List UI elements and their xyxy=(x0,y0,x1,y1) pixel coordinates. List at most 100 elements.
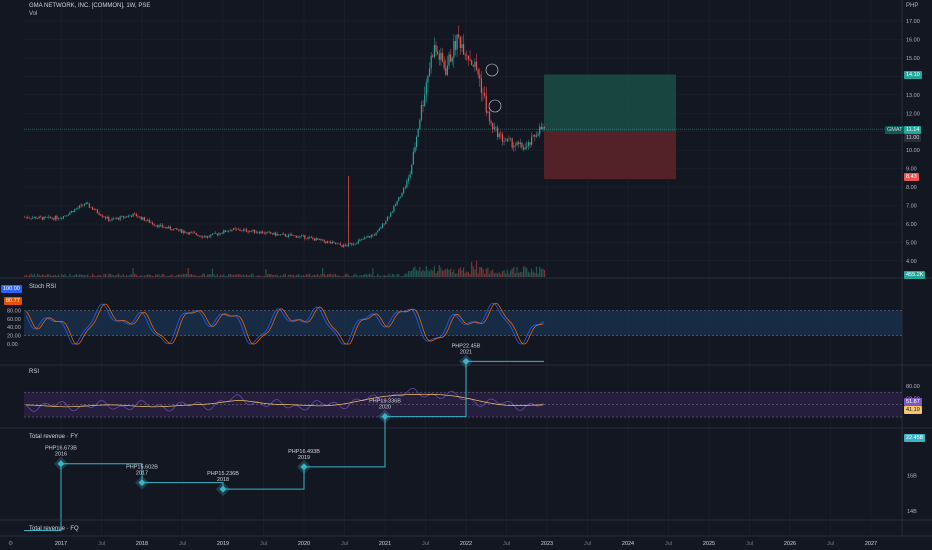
volume-bar xyxy=(297,273,299,277)
volume-bar xyxy=(169,275,171,277)
candle-body xyxy=(158,225,160,227)
candle-body xyxy=(322,239,324,241)
time-tick-label: 2023 xyxy=(541,541,553,547)
revenue-year-label: 2020 xyxy=(379,405,391,411)
candle-body xyxy=(98,212,100,215)
candle-body xyxy=(260,231,262,234)
volume-bar xyxy=(46,274,48,277)
volume-bar xyxy=(166,275,168,277)
volume-bar xyxy=(213,274,215,277)
volume-bar xyxy=(430,269,432,277)
candle-body xyxy=(189,232,191,235)
candle-body xyxy=(202,236,204,238)
candle-body xyxy=(514,145,517,146)
volume-bar xyxy=(534,272,536,277)
volume-bar xyxy=(281,276,283,277)
volume-bar xyxy=(74,274,76,277)
candle-body xyxy=(67,214,69,216)
candle-body xyxy=(386,217,389,221)
candle-body xyxy=(111,218,113,221)
candle-body xyxy=(309,237,311,238)
revenue-fy-label[interactable]: Total revenue · FY xyxy=(29,434,79,440)
revenue-marker xyxy=(300,463,308,471)
volume-bar xyxy=(93,275,95,277)
price-tick-label: 8.00 xyxy=(906,185,917,191)
volume-bar xyxy=(273,274,275,277)
time-tick-label: 2024 xyxy=(622,541,634,547)
revenue-fq-label[interactable]: Total revenue · FQ xyxy=(29,526,79,532)
candle-body xyxy=(524,147,526,150)
volume-bar xyxy=(189,274,191,277)
volume-bar xyxy=(176,275,178,277)
candle-body xyxy=(294,235,296,237)
volume-bar xyxy=(370,274,372,277)
candle-body xyxy=(488,111,491,122)
candle-body xyxy=(57,218,60,220)
volume-bar xyxy=(466,271,468,277)
candle-body xyxy=(534,135,536,137)
candle-body xyxy=(464,54,466,56)
price-tick-label: 4.00 xyxy=(906,259,917,265)
candle-body xyxy=(409,174,411,178)
volume-bar xyxy=(320,274,322,277)
candle-body xyxy=(475,61,478,70)
volume-bar xyxy=(82,274,84,277)
price-tick-label: 15.00 xyxy=(906,56,920,62)
time-tick-label: 2022 xyxy=(460,541,472,547)
candle-body xyxy=(312,237,314,239)
candle-body xyxy=(275,232,277,236)
volume-bar xyxy=(388,273,390,277)
time-tick-label: Jul xyxy=(179,541,186,547)
candle-body xyxy=(262,231,264,234)
candle-body xyxy=(291,234,293,236)
candle-body xyxy=(36,218,39,219)
candle-body xyxy=(331,241,333,244)
volume-bar xyxy=(210,274,212,277)
candle-body xyxy=(343,244,345,247)
symbol-title[interactable]: GMA NETWORK, INC. [COMMON], 1W, PSE xyxy=(29,3,151,9)
avg-price-badge: 11.00 xyxy=(904,134,922,142)
volume-bar xyxy=(373,276,376,277)
candle-body xyxy=(104,217,107,219)
volume-bar xyxy=(453,269,455,277)
volume-bar xyxy=(145,275,147,277)
volume-bar xyxy=(41,274,43,277)
volume-bar xyxy=(488,273,491,277)
volume-bar xyxy=(207,274,209,277)
volume-bar xyxy=(396,273,398,277)
volume-bar xyxy=(260,275,262,277)
volume-bar xyxy=(96,275,99,277)
volume-bar xyxy=(234,274,236,277)
candle-body xyxy=(456,34,458,50)
volume-bar xyxy=(172,275,175,277)
candle-body xyxy=(396,200,398,205)
candle-body xyxy=(127,215,129,218)
candle-body xyxy=(210,234,212,237)
stoch-k-badge: 100.00 xyxy=(1,285,22,293)
volume-bar xyxy=(474,269,476,277)
candle-body xyxy=(349,243,351,244)
volume-bar xyxy=(27,276,29,277)
stoch-rsi-label[interactable]: Stoch RSI xyxy=(29,284,57,290)
stoch-d-line xyxy=(25,302,544,345)
volume-bar xyxy=(164,276,167,277)
candle-body xyxy=(347,243,350,247)
volume-bar xyxy=(339,276,342,277)
volume-bar xyxy=(535,266,538,277)
candle-body xyxy=(336,243,338,245)
rsi-label[interactable]: RSI xyxy=(29,369,40,375)
volume-bar xyxy=(142,276,144,277)
candle-body xyxy=(372,234,374,236)
volume-bar xyxy=(231,274,233,277)
volume-bar xyxy=(458,269,460,277)
revenue-year-label: 2018 xyxy=(217,477,229,483)
candle-body xyxy=(30,218,32,219)
volume-bar xyxy=(119,275,121,277)
candle-body xyxy=(194,232,196,234)
candle-body xyxy=(356,243,358,245)
volume-bar xyxy=(77,275,79,277)
volume-bar xyxy=(433,266,436,277)
candle-body xyxy=(289,234,291,235)
